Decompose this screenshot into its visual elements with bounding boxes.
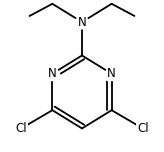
Text: Cl: Cl [137,122,149,135]
Text: N: N [78,16,86,29]
Text: N: N [48,67,57,80]
Text: Cl: Cl [15,122,27,135]
Text: N: N [107,67,116,80]
